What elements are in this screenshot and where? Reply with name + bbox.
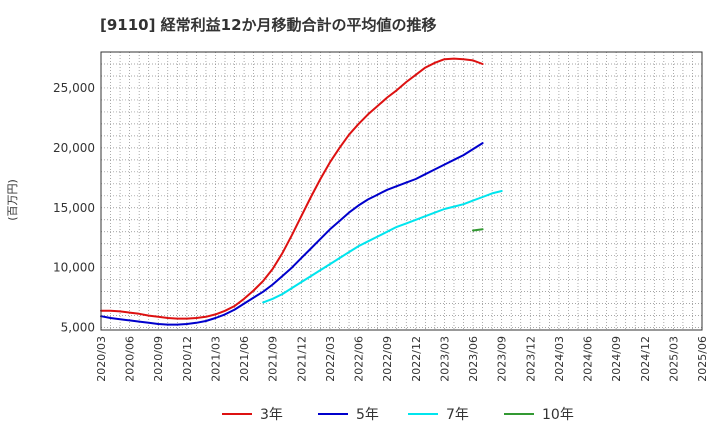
y-tick-label: 25,000 [53, 81, 95, 95]
series-line-3年 [100, 57, 484, 320]
x-tick-label: 2021/06 [238, 336, 251, 382]
x-tick-label: 2020/06 [124, 336, 137, 382]
legend-label: 5年 [356, 407, 379, 423]
legend: 3年 5年 7年 10年 [222, 407, 574, 423]
y-tick-label: 15,000 [53, 201, 95, 215]
x-tick-label: 2024/09 [610, 336, 623, 382]
x-tick-label: 2023/03 [438, 336, 451, 382]
series-line-7年 [262, 190, 503, 304]
x-tick-label: 2022/06 [353, 336, 366, 382]
x-tick-label: 2021/03 [209, 336, 222, 382]
x-tick-label: 2022/09 [381, 336, 394, 382]
y-axis-label: (百万円) [6, 179, 19, 221]
legend-label: 7年 [446, 407, 469, 423]
x-tick-label: 2025/06 [696, 336, 709, 382]
y-tick-label: 10,000 [53, 261, 95, 275]
x-axis-ticks: 2020/03 2020/06 2020/09 2020/12 2021/03 2021/… [95, 336, 709, 382]
x-tick-label: 2022/03 [324, 336, 337, 382]
x-tick-label: 2022/12 [410, 336, 423, 382]
x-tick-label: 2020/03 [95, 336, 108, 382]
legend-label: 3年 [260, 407, 283, 423]
y-tick-label: 20,000 [53, 141, 95, 155]
legend-label: 10年 [542, 407, 574, 423]
x-tick-label: 2024/06 [582, 336, 595, 382]
x-tick-label: 2021/12 [295, 336, 308, 382]
x-tick-label: 2024/03 [553, 336, 566, 382]
x-tick-label: 2025/03 [667, 336, 680, 382]
plot-border [100, 51, 703, 331]
x-tick-label: 2024/12 [639, 336, 652, 382]
x-tick-label: 2020/12 [181, 336, 194, 382]
y-axis-ticks: 5,000 10,000 15,000 20,000 25,000 [53, 81, 95, 335]
series-line-10年 [472, 228, 484, 232]
x-tick-label: 2021/09 [267, 336, 280, 382]
series-line-5年 [100, 142, 484, 326]
x-tick-label: 2023/09 [496, 336, 509, 382]
y-tick-label: 5,000 [61, 321, 95, 335]
series-layer [100, 57, 503, 326]
grid [101, 51, 702, 330]
x-tick-label: 2023/06 [467, 336, 480, 382]
x-tick-label: 2023/12 [524, 336, 537, 382]
x-tick-label: 2020/09 [152, 336, 165, 382]
chart-title: [9110] 経常利益12か月移動合計の平均値の推移 [100, 16, 437, 34]
